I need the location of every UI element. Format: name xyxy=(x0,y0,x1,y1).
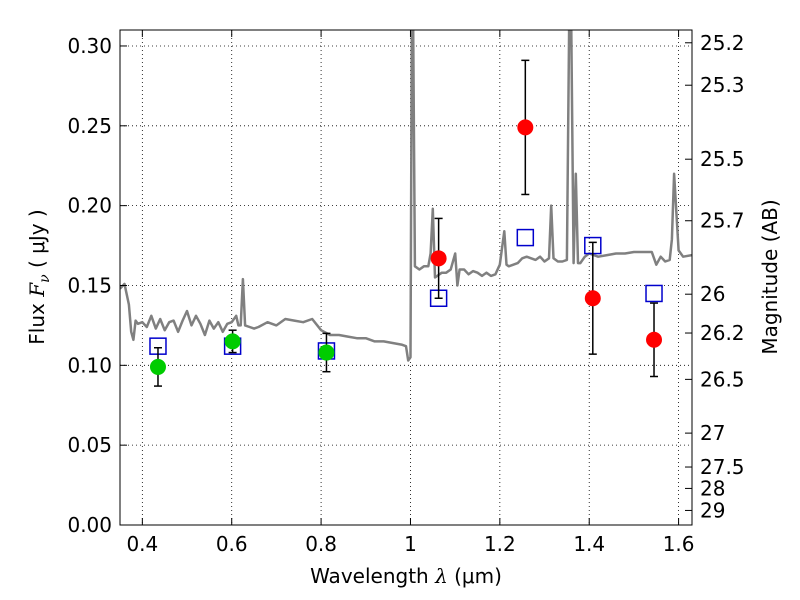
x-axis-label-prefix: Wavelength xyxy=(310,564,435,588)
y-axis-label-unit: ( μJy ) xyxy=(25,209,49,274)
model-point-square xyxy=(516,228,535,247)
plot-area xyxy=(120,30,692,387)
observed-point-red xyxy=(584,290,601,307)
y-tick-label: 0.25 xyxy=(67,114,112,138)
y-tick-label: 0.00 xyxy=(67,513,112,537)
y-axis-label: Flux Fν ( μJy ) xyxy=(25,209,53,344)
model-spectrum-line xyxy=(120,30,692,362)
x-tick-label: 0.4 xyxy=(126,532,158,556)
y-tick-label: 0.30 xyxy=(67,34,112,58)
y2-tick-label: 25.5 xyxy=(700,147,745,171)
secondary-y-axis-label: Magnitude (AB) xyxy=(758,199,782,354)
y2-tick-label: 29 xyxy=(700,498,725,522)
x-tick-label: 1 xyxy=(404,532,417,556)
y2-tick-label: 27.5 xyxy=(700,455,745,479)
axes: 0.4 0.6 0.8 1 1.2 1.4 1.6 0.00 0.05 0.10 0.15 0.20 0… xyxy=(67,29,745,556)
observed-point-green xyxy=(149,358,166,375)
y-tick-label: 0.10 xyxy=(67,353,112,377)
observed-point-green xyxy=(318,344,335,361)
x-axis-label-unit: (μm) xyxy=(448,564,502,588)
y-axis-label-subscript: ν xyxy=(37,274,53,283)
x-tick-label: 1.6 xyxy=(663,532,695,556)
model-point-square xyxy=(645,284,663,303)
y-tick-label: 0.05 xyxy=(67,433,112,457)
x-tick-label: 1.2 xyxy=(484,532,516,556)
x-tick-label: 1.4 xyxy=(573,532,605,556)
y2-tick-label: 26.2 xyxy=(700,321,745,345)
y2-tick-label: 25.7 xyxy=(700,209,745,233)
grid xyxy=(120,30,692,526)
observed-point-green xyxy=(224,333,241,350)
y2-tick-label: 25.3 xyxy=(700,73,745,97)
y2-tick-label: 26 xyxy=(700,282,725,306)
y-tick-label: 0.20 xyxy=(67,194,112,218)
y2-tick-label: 28 xyxy=(700,476,725,500)
x-tick-label: 0.6 xyxy=(216,532,248,556)
x-tick-label: 0.8 xyxy=(305,532,337,556)
observed-point-red xyxy=(517,119,534,136)
y2-tick-label: 27 xyxy=(700,421,725,445)
observed-point-red xyxy=(430,250,447,267)
y2-tick-label: 25.2 xyxy=(700,31,745,55)
plot-frame xyxy=(119,29,693,526)
x-axis-label-symbol: λ xyxy=(434,564,448,588)
x-axis-label: Wavelength λ (μm) xyxy=(310,564,502,588)
y-tick-label: 0.15 xyxy=(67,273,112,297)
y-axis-label-symbol: F xyxy=(25,282,49,298)
y-axis-label-prefix: Flux xyxy=(25,297,49,345)
observed-point-red xyxy=(646,331,663,348)
y2-tick-label: 26.5 xyxy=(700,367,745,391)
